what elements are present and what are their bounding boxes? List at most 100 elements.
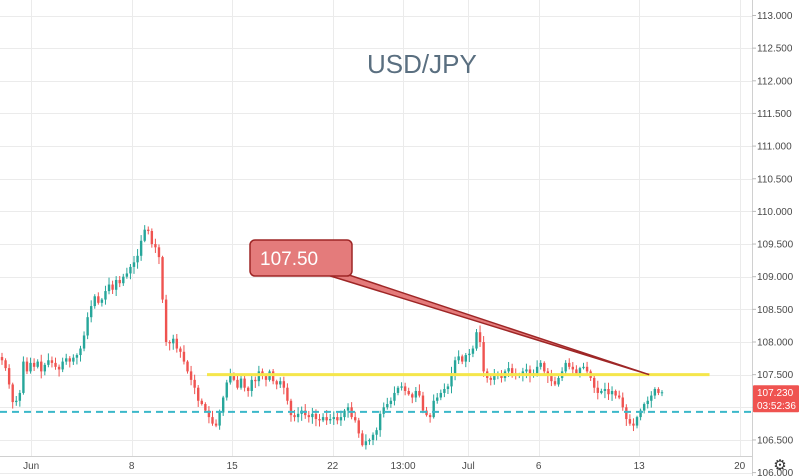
candle-body	[200, 400, 203, 405]
candle-body	[489, 377, 492, 380]
price-tick-label: 109.500	[757, 240, 794, 251]
callout-pointer	[323, 273, 650, 376]
candle-body	[275, 381, 278, 385]
candle-body	[614, 390, 617, 396]
candle-body	[314, 413, 318, 420]
candle-body	[82, 335, 86, 349]
candle-body	[550, 375, 553, 382]
price-tick-label: 108.000	[757, 338, 794, 349]
candle-body	[207, 410, 211, 418]
candle-body	[286, 387, 289, 401]
candle-body	[543, 362, 546, 372]
time-tick-label: 15	[227, 461, 239, 472]
candle-body	[632, 423, 635, 426]
candle-body	[250, 379, 253, 391]
price-tick-label: 113.000	[757, 11, 793, 22]
price-tick-label: 107.500	[757, 370, 794, 381]
candle-body	[575, 369, 578, 374]
candle-body	[607, 389, 610, 395]
chart-title: USD/JPY	[367, 49, 477, 79]
candle-body	[179, 348, 182, 352]
price-tick-label: 110.000	[757, 207, 793, 218]
candle-body	[15, 400, 18, 403]
time-tick-label: 22	[327, 461, 339, 472]
callout-box[interactable]	[249, 239, 353, 277]
candle-body	[107, 284, 111, 292]
candle-body	[175, 338, 179, 349]
candle-body	[311, 413, 314, 418]
candle-body	[468, 353, 471, 356]
candle-body	[357, 420, 360, 434]
time-tick-label: Jun	[23, 461, 39, 472]
candle-body	[343, 410, 346, 418]
candle-body	[236, 379, 239, 388]
candle-body	[168, 342, 171, 344]
callout-label: 107.50	[260, 249, 318, 270]
candle-body	[47, 360, 50, 365]
candle-body	[232, 374, 236, 380]
candle-body	[453, 360, 457, 374]
candle-body	[582, 366, 585, 369]
candle-body	[86, 317, 89, 336]
candle-body	[571, 366, 575, 370]
candle-body	[660, 392, 664, 394]
candle-body	[500, 374, 503, 378]
candle-body	[457, 356, 460, 361]
price-tick-label: 112.500	[757, 44, 793, 55]
candle-body	[293, 415, 296, 418]
candle-body	[432, 400, 435, 418]
candle-body	[225, 382, 228, 398]
candle-body	[18, 392, 22, 401]
candle-body	[122, 276, 125, 284]
candle-body	[197, 387, 200, 401]
gear-icon[interactable]: ⚙	[773, 456, 787, 474]
candle-body	[147, 229, 150, 231]
candle-body	[639, 410, 642, 418]
candle-body	[68, 358, 71, 362]
candle-body	[653, 389, 657, 396]
candle-body	[364, 441, 368, 446]
candle-body	[450, 373, 453, 387]
candle-body	[329, 419, 332, 421]
candle-body	[118, 279, 121, 284]
candle-body	[40, 361, 43, 372]
price-tick-label: 106.000	[757, 468, 794, 476]
candle-body	[475, 332, 478, 349]
candle-body	[621, 397, 624, 408]
candle-body	[89, 306, 93, 318]
candle-body	[0, 357, 4, 361]
candle-body	[578, 368, 582, 374]
candle-body	[164, 299, 168, 342]
candle-body	[172, 338, 175, 344]
candle-body	[525, 369, 528, 372]
candle-body	[214, 423, 218, 426]
candle-body	[507, 368, 510, 372]
candle-body	[421, 395, 425, 411]
price-tag	[753, 385, 799, 413]
price-tick-label: 110.500	[757, 174, 793, 185]
candle-body	[32, 362, 36, 367]
candle-body	[22, 361, 25, 393]
candle-body	[471, 348, 475, 354]
candle-body	[411, 394, 414, 398]
candle-body	[414, 390, 418, 398]
price-axis-ticks: 113.000 112.500 112.000 111.500 111.000 110.5…	[752, 0, 794, 476]
candle-body	[646, 400, 649, 405]
candle-body	[157, 247, 161, 258]
price-tick-label: 111.500	[757, 109, 792, 120]
candle-body	[596, 387, 599, 393]
candle-body	[318, 419, 321, 421]
candle-body	[7, 368, 11, 385]
candle-body	[100, 299, 104, 303]
price-tag-value: 107.230	[757, 388, 794, 399]
candle-body	[528, 369, 532, 376]
candle-body	[29, 362, 32, 372]
candle-body	[246, 387, 250, 391]
candle-body	[150, 230, 154, 245]
candle-body	[161, 257, 164, 300]
time-tick-label: Jul	[462, 461, 475, 472]
candle-body	[389, 400, 393, 405]
candle-body	[243, 378, 246, 388]
candle-body	[254, 379, 257, 382]
time-tick-label: 13:00	[390, 461, 415, 472]
